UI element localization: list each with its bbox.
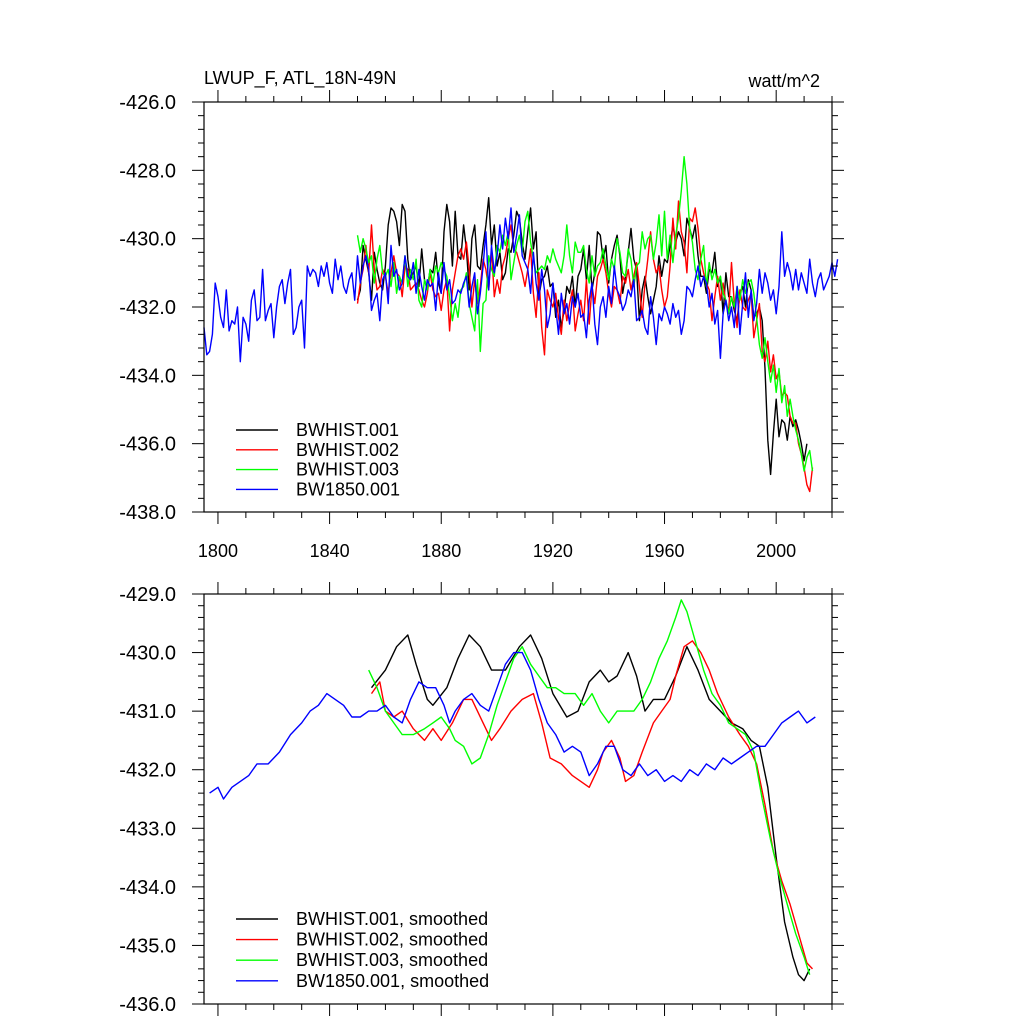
y-tick-label: -436.0 bbox=[119, 434, 176, 456]
x-tick-label: 1800 bbox=[198, 541, 238, 561]
y-tick-label: -430.0 bbox=[119, 643, 176, 665]
series-line-smoothed-1 bbox=[370, 634, 811, 982]
y-tick-label: -431.0 bbox=[119, 701, 176, 723]
series-line-raw-2 bbox=[356, 200, 814, 493]
legend-label: BWHIST.003 bbox=[296, 460, 399, 480]
top-panel-timeseries: LWUP_F, ATL_18N-49N watt/m^2 1800 1840 188… bbox=[119, 68, 844, 561]
y-tick-label: -434.0 bbox=[119, 365, 176, 387]
y-tick-label: -430.0 bbox=[119, 229, 176, 251]
y-tick-label: -432.0 bbox=[119, 297, 176, 319]
x-tick-label: 2000 bbox=[756, 541, 796, 561]
x-tick-label: 1960 bbox=[645, 541, 685, 561]
y-tick-label: -429.0 bbox=[119, 584, 176, 606]
series-line-raw-3 bbox=[356, 156, 814, 472]
plot-frame bbox=[203, 593, 833, 1005]
y-tick-label: -434.0 bbox=[119, 877, 176, 899]
x-tick-label: 1840 bbox=[310, 541, 350, 561]
units-label: watt/m^2 bbox=[748, 71, 820, 91]
chart-title: LWUP_F, ATL_18N-49N bbox=[204, 68, 396, 89]
legend-label: BWHIST.003, smoothed bbox=[296, 950, 488, 970]
legend-label: BWHIST.002 bbox=[296, 440, 399, 460]
y-tick-label: -435.0 bbox=[119, 935, 176, 957]
legend-label: BW1850.001, smoothed bbox=[296, 971, 489, 991]
bottom-panel-smoothed: -429.0 -430.0 -431.0 -432.0 -433.0 -434.0 -435… bbox=[119, 582, 844, 1016]
legend-label: BWHIST.001, smoothed bbox=[296, 909, 488, 929]
series-line-smoothed-3 bbox=[368, 599, 811, 975]
y-tick-label: -436.0 bbox=[119, 994, 176, 1016]
legend-label: BWHIST.002, smoothed bbox=[296, 930, 488, 950]
x-tick-label: 1880 bbox=[421, 541, 461, 561]
y-tick-label: -432.0 bbox=[119, 760, 176, 782]
y-tick-label: -428.0 bbox=[119, 160, 176, 182]
y-tick-label: -426.0 bbox=[119, 92, 176, 114]
series-line-smoothed-4 bbox=[209, 651, 816, 800]
x-tick-label: 1920 bbox=[533, 541, 573, 561]
legend-label: BW1850.001 bbox=[296, 479, 400, 499]
y-tick-label: -438.0 bbox=[119, 502, 176, 524]
series-line-raw-1 bbox=[356, 197, 808, 476]
series-line-raw-4 bbox=[203, 207, 839, 363]
y-tick-label: -433.0 bbox=[119, 818, 176, 840]
legend-label: BWHIST.001 bbox=[296, 420, 399, 440]
